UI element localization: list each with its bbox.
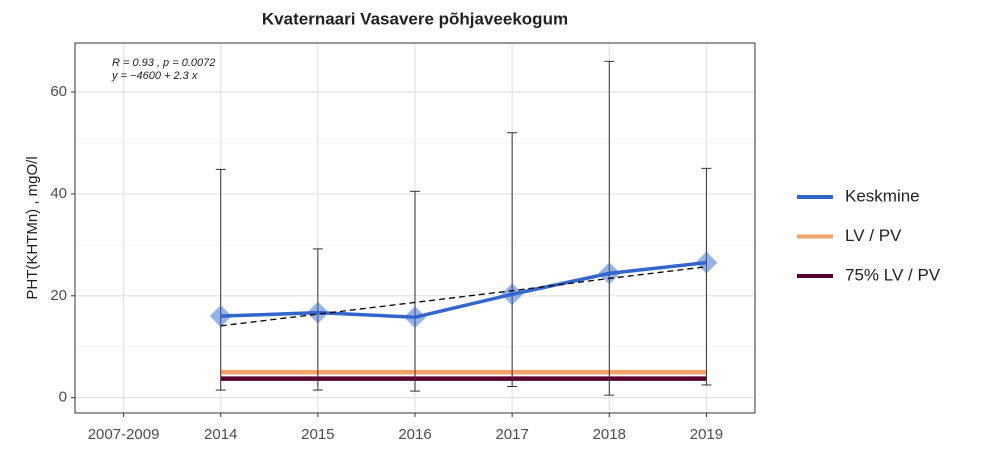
- mean-line: [220, 260, 707, 319]
- legend-label: 75% LV / PV: [845, 265, 941, 284]
- legend-label: Keskmine: [845, 186, 920, 205]
- y-axis-label: PHT(KHTMn) , mgO/l: [24, 156, 41, 299]
- x-tick-label: 2019: [690, 426, 723, 443]
- chart-title: Kvaternaari Vasavere põhjaveekogum: [262, 9, 568, 28]
- y-tick-label: 60: [50, 83, 67, 100]
- mean-point: [306, 301, 329, 324]
- trend-line: [220, 266, 707, 327]
- y-tick-label: 20: [50, 287, 67, 304]
- mean-point: [209, 305, 232, 328]
- x-tick-label: 2015: [301, 426, 334, 443]
- annotation: R = 0.93 , p = 0.0072: [112, 57, 215, 69]
- x-tick-label: 2016: [398, 426, 431, 443]
- annotation: y = −4600 + 2.3 x: [111, 70, 198, 82]
- legend-label: LV / PV: [845, 226, 902, 245]
- y-tick-label: 0: [59, 389, 67, 406]
- x-tick-label: 2014: [204, 426, 237, 443]
- x-tick-label: 2018: [593, 426, 626, 443]
- x-tick-label: 2017: [495, 426, 528, 443]
- mean-point: [501, 283, 524, 306]
- mean-point: [404, 306, 426, 329]
- x-tick-label: 2007-2009: [88, 426, 160, 443]
- mean-point: [695, 251, 718, 274]
- y-tick-label: 40: [50, 185, 67, 202]
- plot-border: [74, 42, 756, 414]
